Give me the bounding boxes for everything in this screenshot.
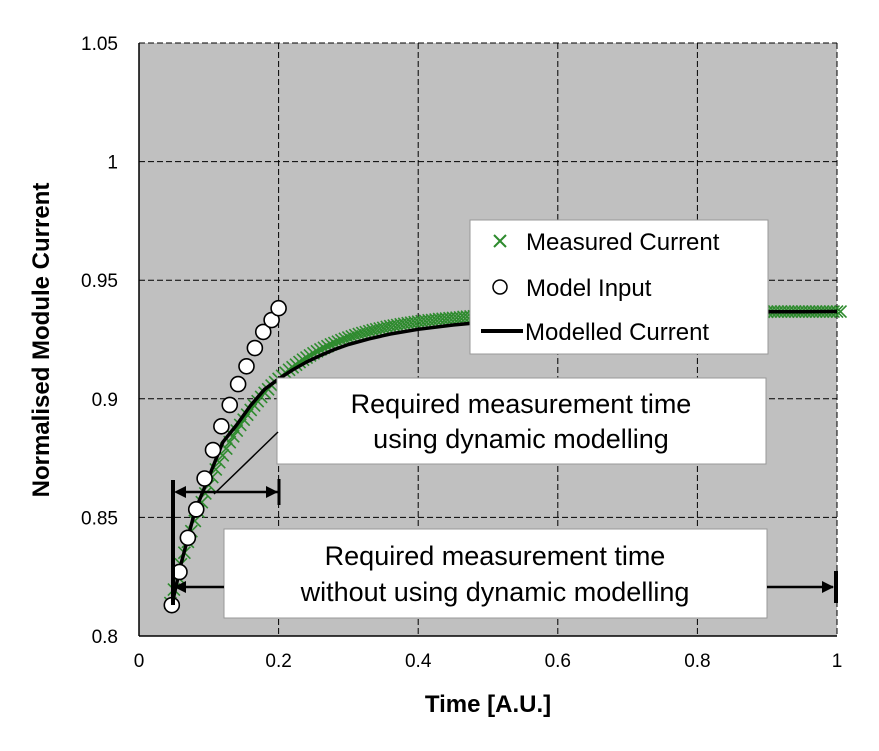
legend: Measured Current Model Input Modelled Cu… <box>469 219 769 355</box>
model-input-point <box>254 323 272 341</box>
y-tick-label: 0.95 <box>81 271 118 292</box>
model-input-series <box>163 299 287 614</box>
measured-point <box>833 304 848 319</box>
y-tick-label: 1.05 <box>81 34 118 55</box>
x-tick-label: 0.6 <box>545 651 571 672</box>
y-tick-label: 1 <box>107 153 118 174</box>
legend-modelled-label: Modelled Current <box>525 319 709 346</box>
range-without-arrowhead-right <box>822 581 834 593</box>
annotation-dynamic-line1: Required measurement time <box>351 389 692 419</box>
x-tick-label: 0.4 <box>405 651 432 672</box>
y-tick-labels: 0.8 0.85 0.9 0.95 1 1.05 <box>81 34 118 648</box>
model-input-point <box>270 299 287 317</box>
model-input-point <box>213 418 230 435</box>
measured-point <box>345 329 359 343</box>
range-without-arrowhead-left <box>174 581 186 593</box>
x-tick-label: 1 <box>832 651 843 672</box>
annotation-without-box: Required measurement time without using … <box>223 528 768 619</box>
legend-box <box>469 219 769 355</box>
y-axis-title: Normalised Module Current <box>28 183 55 498</box>
model-input-point <box>246 339 264 357</box>
legend-measured-label: Measured Current <box>526 229 720 256</box>
range-dynamic-arrowhead-left <box>174 486 186 498</box>
y-tick-label: 0.9 <box>92 390 118 411</box>
annotation-dynamic-pointer <box>213 431 279 495</box>
x-axis-title: Time [A.U.] <box>425 691 551 718</box>
model-input-point <box>229 375 247 393</box>
model-input-point <box>187 501 205 518</box>
model-input-point <box>238 358 255 375</box>
model-input-point <box>204 441 222 459</box>
range-dynamic-arrowhead-right <box>266 486 278 498</box>
annotation-dynamic-box: Required measurement time using dynamic … <box>276 377 767 465</box>
annotation-without-line2: without using dynamic modelling <box>300 577 690 607</box>
y-tick-label: 0.8 <box>92 627 118 648</box>
annotation-without-line1: Required measurement time <box>325 541 666 571</box>
model-input-point <box>179 529 197 547</box>
legend-measured-marker <box>493 234 507 248</box>
x-tick-labels: 0 0.2 0.4 0.6 0.8 1 <box>134 651 843 672</box>
legend-input-label: Model Input <box>526 275 652 302</box>
measured-point <box>230 424 244 438</box>
x-tick-label: 0 <box>134 651 145 672</box>
y-tick-label: 0.85 <box>81 508 118 529</box>
annotation-dynamic-line2: using dynamic modelling <box>373 424 669 454</box>
measurement-arrows <box>171 431 838 605</box>
model-input-point <box>221 396 239 414</box>
x-tick-label: 0.2 <box>265 651 291 672</box>
legend-input-marker <box>492 279 508 295</box>
model-input-point <box>196 470 213 487</box>
x-tick-label: 0.8 <box>684 651 710 672</box>
